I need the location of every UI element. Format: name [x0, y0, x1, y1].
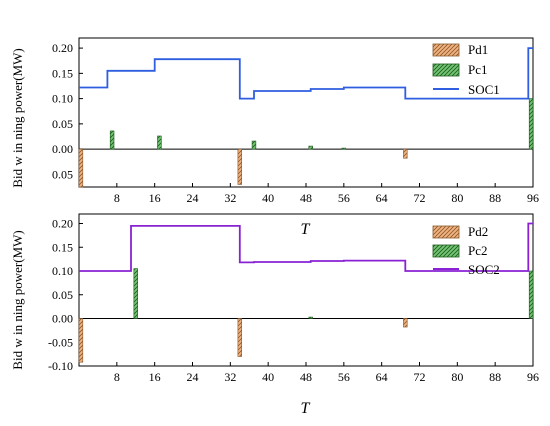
bar-pd1 — [237, 148, 242, 185]
bar-pc1 — [109, 130, 115, 150]
bar-pc1 — [528, 98, 534, 150]
y-tick-label: 0.20 — [52, 217, 73, 231]
x-tick-label: 48 — [300, 370, 312, 384]
legend-soc2-label: SOC2 — [468, 262, 500, 277]
x-tick-label: 24 — [187, 191, 199, 205]
panel-1-x-axis-label: T — [301, 221, 311, 238]
bar-pc2 — [133, 268, 138, 319]
y-tick-label: 0.00 — [52, 142, 73, 156]
x-tick-label: 96 — [527, 370, 539, 384]
x-tick-label: 64 — [376, 370, 388, 384]
x-tick-label: 24 — [187, 370, 199, 384]
legend-soc1-label: SOC1 — [468, 82, 500, 97]
panel-2-plot: 0.20 0.15 0.10 0.05 0.00 -0.05 -0.10 8 16 24 32 40 4… — [48, 213, 539, 384]
y-tick-label: 0.05 — [52, 167, 73, 181]
x-tick-label: 88 — [489, 191, 501, 205]
legend-pd2-swatch — [432, 225, 460, 239]
x-tick-label: 16 — [149, 191, 161, 205]
legend-pc2-label: Pc2 — [468, 243, 488, 258]
bar-pd2 — [403, 318, 408, 328]
y-tick-label: 0.10 — [52, 92, 73, 106]
legend-pd1-label: Pd1 — [468, 42, 488, 57]
x-tick-label: 40 — [262, 191, 274, 205]
panel-1: 0.20 0.15 0.10 0.05 0.00 0.05 8 16 24 32 40 48 56 64 7… — [10, 37, 539, 205]
x-tick-label: 88 — [489, 370, 501, 384]
x-tick-label: 32 — [224, 191, 236, 205]
legend-pd1-swatch — [432, 43, 460, 57]
plot-frame — [78, 37, 534, 188]
y-tick-label: 0.00 — [52, 312, 73, 326]
x-tick-label: 56 — [338, 370, 350, 384]
x-tick-label: 32 — [224, 370, 236, 384]
x-tick-label: 40 — [262, 370, 274, 384]
bar-pc2 — [308, 316, 313, 319]
legend-pc1-swatch — [432, 63, 460, 77]
x-tick-label: 8 — [114, 191, 120, 205]
bar-pc1 — [308, 145, 313, 150]
legend-pc1-label: Pc1 — [468, 62, 488, 77]
y-tick-label: 0.15 — [52, 66, 73, 80]
y-tick-label: 0.05 — [52, 288, 73, 302]
y-tick-label: 0.05 — [52, 117, 73, 131]
panel-1-plot: 0.20 0.15 0.10 0.05 0.00 0.05 8 16 24 32 40 48 56 64 7… — [52, 37, 539, 205]
panel-2-y-axis-label: Bid w in ning power(MW) — [10, 230, 25, 369]
x-tick-label: 16 — [149, 370, 161, 384]
bar-pd2 — [237, 318, 242, 357]
panel-1-legend: Pd1 Pc1 SOC1 — [432, 42, 500, 97]
bar-pc1 — [341, 147, 347, 150]
panel-2-legend: Pd2 Pc2 SOC2 — [432, 224, 500, 277]
legend-pd2-label: Pd2 — [468, 224, 488, 239]
x-tick-label: 56 — [338, 191, 350, 205]
y-tick-label: 0.10 — [52, 264, 73, 278]
bar-pd1 — [78, 148, 84, 188]
bar-pc1 — [251, 140, 257, 150]
y-tick-label: 0.15 — [52, 240, 73, 254]
x-tick-label: 8 — [114, 370, 120, 384]
y-tick-label: -0.05 — [48, 335, 73, 349]
x-tick-label: 64 — [376, 191, 388, 205]
panel-2-x-axis-label: T — [301, 400, 311, 417]
series-soc1-line — [79, 47, 533, 100]
x-tick-label: 80 — [451, 191, 463, 205]
x-tick-label: 96 — [527, 191, 539, 205]
bar-pd2 — [78, 318, 84, 363]
bar-pc1 — [157, 135, 162, 150]
y-tick-label: 0.20 — [52, 41, 73, 55]
series-soc2-line — [79, 222, 533, 272]
bar-pc2 — [528, 270, 534, 319]
legend-pc2-swatch — [432, 244, 460, 258]
panel-2: 0.20 0.15 0.10 0.05 0.00 -0.05 -0.10 8 16 24 32 40 4… — [10, 213, 539, 384]
x-tick-label: 48 — [300, 191, 312, 205]
x-tick-label: 72 — [414, 191, 426, 205]
x-tick-label: 80 — [451, 370, 463, 384]
y-tick-label: -0.10 — [48, 359, 73, 373]
x-tick-label: 72 — [414, 370, 426, 384]
bar-pd1 — [403, 148, 408, 159]
panel-1-y-axis-label: Bid w in ning power(MW) — [10, 48, 25, 187]
